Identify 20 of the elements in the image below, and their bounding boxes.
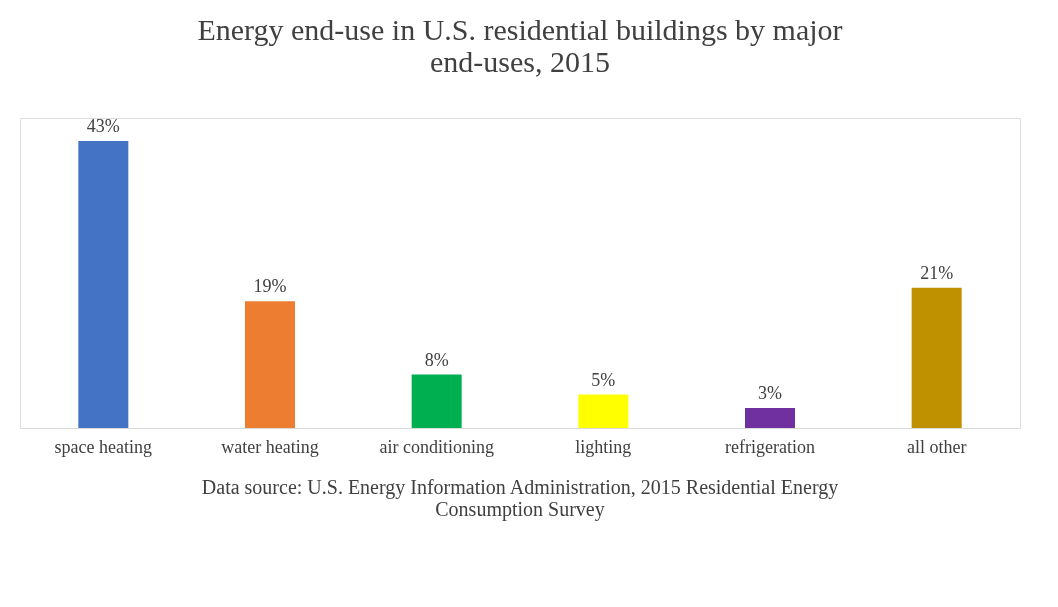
bar: [578, 394, 629, 428]
bar: [745, 407, 795, 428]
x-tick-label: all other: [906, 436, 967, 457]
bar: [245, 301, 295, 428]
bar: [911, 287, 962, 428]
x-tick-label: lighting: [575, 436, 632, 457]
bar: [411, 374, 462, 428]
source-note: Data source: U.S. Energy Information Administration, 2015 Residential Energy Consumption Survey: [201, 476, 839, 521]
data-label: 8%: [424, 349, 449, 370]
data-label: 5%: [591, 369, 616, 390]
x-tick-label: refrigeration: [725, 436, 815, 457]
chart-title: Energy end-use in U.S. residential buildings by major end-uses, 2015: [197, 12, 843, 78]
x-tick-label: space heating: [54, 436, 153, 457]
x-tick-label: water heating: [221, 436, 319, 457]
x-tick-label: air conditioning: [379, 436, 494, 457]
data-label: 21%: [920, 262, 954, 283]
data-label: 19%: [253, 276, 287, 297]
data-label: 43%: [86, 115, 120, 136]
data-label: 3%: [758, 382, 782, 403]
bar: [78, 140, 129, 428]
